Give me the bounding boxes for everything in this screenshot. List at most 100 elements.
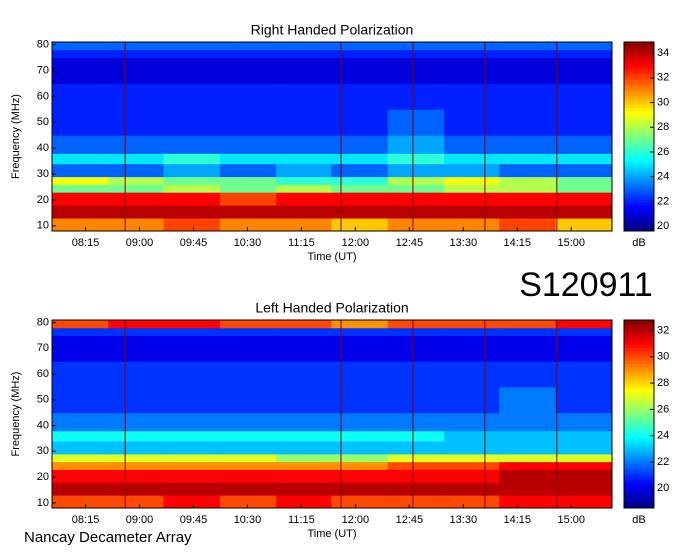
heat-cell	[555, 482, 613, 496]
heat-cell	[108, 335, 165, 362]
heat-cell	[108, 469, 165, 483]
heat-cell	[52, 327, 109, 336]
heat-cell	[387, 49, 445, 59]
heat-cell	[331, 42, 389, 51]
chart-title: Left Handed Polarization	[255, 300, 408, 316]
colorbar-tick-label: 30	[657, 96, 669, 108]
heat-cell	[52, 49, 109, 59]
colorbar-step	[624, 417, 654, 421]
colorbar-step	[624, 354, 654, 359]
colorbar-tick-label: 22	[657, 456, 669, 468]
heat-cell	[52, 412, 109, 432]
colorbar-step	[624, 448, 654, 453]
y-tick-label: 20	[37, 194, 49, 206]
heat-cell	[52, 469, 109, 483]
colorbar-step	[624, 461, 654, 465]
colorbar-step	[624, 329, 654, 334]
heat-cell	[276, 109, 332, 136]
heat-cell	[555, 461, 613, 470]
heat-cell	[276, 320, 332, 329]
colorbar-step	[624, 357, 654, 362]
heat-cell	[163, 441, 221, 455]
heat-cell	[331, 205, 389, 219]
colorbar-step	[624, 215, 654, 219]
heat-cell	[331, 461, 389, 470]
heat-cell	[276, 135, 332, 154]
heat-cell	[387, 176, 445, 185]
y-tick-label: 30	[37, 168, 49, 180]
heat-cell	[555, 386, 613, 414]
heat-cell	[108, 430, 165, 442]
heat-cell	[499, 412, 557, 432]
heat-cell	[108, 109, 165, 136]
colorbar-label: dB	[632, 514, 645, 526]
heat-cell	[219, 163, 277, 178]
heat-cell	[444, 495, 500, 509]
heat-cell	[499, 361, 557, 388]
heat-cell	[444, 441, 500, 455]
colorbar-tick-label: 24	[657, 430, 669, 442]
event-label: S120911	[519, 266, 653, 304]
heat-cell	[499, 205, 557, 219]
colorbar-step	[624, 360, 654, 365]
heat-cell	[387, 495, 445, 509]
x-axis-label: Time (UT)	[307, 528, 356, 540]
heat-cell	[52, 42, 109, 51]
heat-cell	[163, 335, 221, 362]
heat-cell	[555, 163, 613, 178]
heat-cell	[108, 218, 165, 232]
heat-cell	[499, 49, 557, 59]
colorbar-step	[624, 404, 654, 409]
heat-cell	[499, 83, 557, 110]
heat-cell	[555, 320, 613, 329]
footer: Nancay Decameter Array	[24, 529, 192, 546]
colorbar-step	[624, 89, 654, 93]
y-axis-label: Frequency (MHz)	[10, 94, 22, 179]
heat-cell	[276, 218, 332, 232]
colorbar-step	[624, 420, 654, 424]
heat-cell	[387, 184, 445, 193]
heat-cell	[444, 184, 500, 193]
colorbar-step	[624, 392, 654, 396]
heat-cell	[444, 205, 500, 219]
heat-cell	[387, 205, 445, 219]
heat-cell	[276, 49, 332, 59]
colorbar-step	[624, 127, 654, 131]
x-tick-label: 12:45	[396, 514, 424, 526]
heat-cell	[163, 218, 221, 232]
heat-cell	[276, 57, 332, 84]
heat-cell	[108, 49, 165, 59]
heat-cell	[52, 218, 109, 232]
heat-cell	[444, 42, 500, 51]
heat-cell	[331, 192, 389, 206]
heat-cell	[499, 461, 557, 470]
heat-cell	[387, 57, 445, 84]
colorbar-step	[624, 429, 654, 434]
heat-cell	[163, 109, 221, 136]
heat-cell	[108, 482, 165, 496]
colorbar-step	[624, 454, 654, 459]
colorbar-step	[624, 323, 654, 327]
colorbar-step	[624, 45, 654, 49]
colorbar-step	[624, 79, 654, 84]
heat-cell	[444, 135, 500, 154]
y-tick-label: 60	[37, 368, 49, 380]
colorbar-step	[624, 123, 654, 128]
heat-cell	[52, 153, 109, 165]
colorbar-step	[624, 388, 654, 393]
heat-cell	[387, 83, 445, 110]
heat-cell	[387, 386, 445, 414]
colorbar-step	[624, 177, 654, 182]
colorbar-step	[624, 501, 654, 506]
colorbar-step	[624, 171, 654, 175]
heat-cell	[219, 430, 277, 442]
colorbar-step	[624, 467, 654, 471]
heat-cell	[555, 184, 613, 193]
heat-cell	[499, 218, 557, 232]
colorbar-step	[624, 482, 654, 487]
heat-cell	[444, 412, 500, 432]
heat-cell	[331, 495, 389, 509]
heat-cell	[555, 218, 613, 232]
heat-cell	[108, 83, 165, 110]
colorbar-step	[624, 376, 654, 381]
